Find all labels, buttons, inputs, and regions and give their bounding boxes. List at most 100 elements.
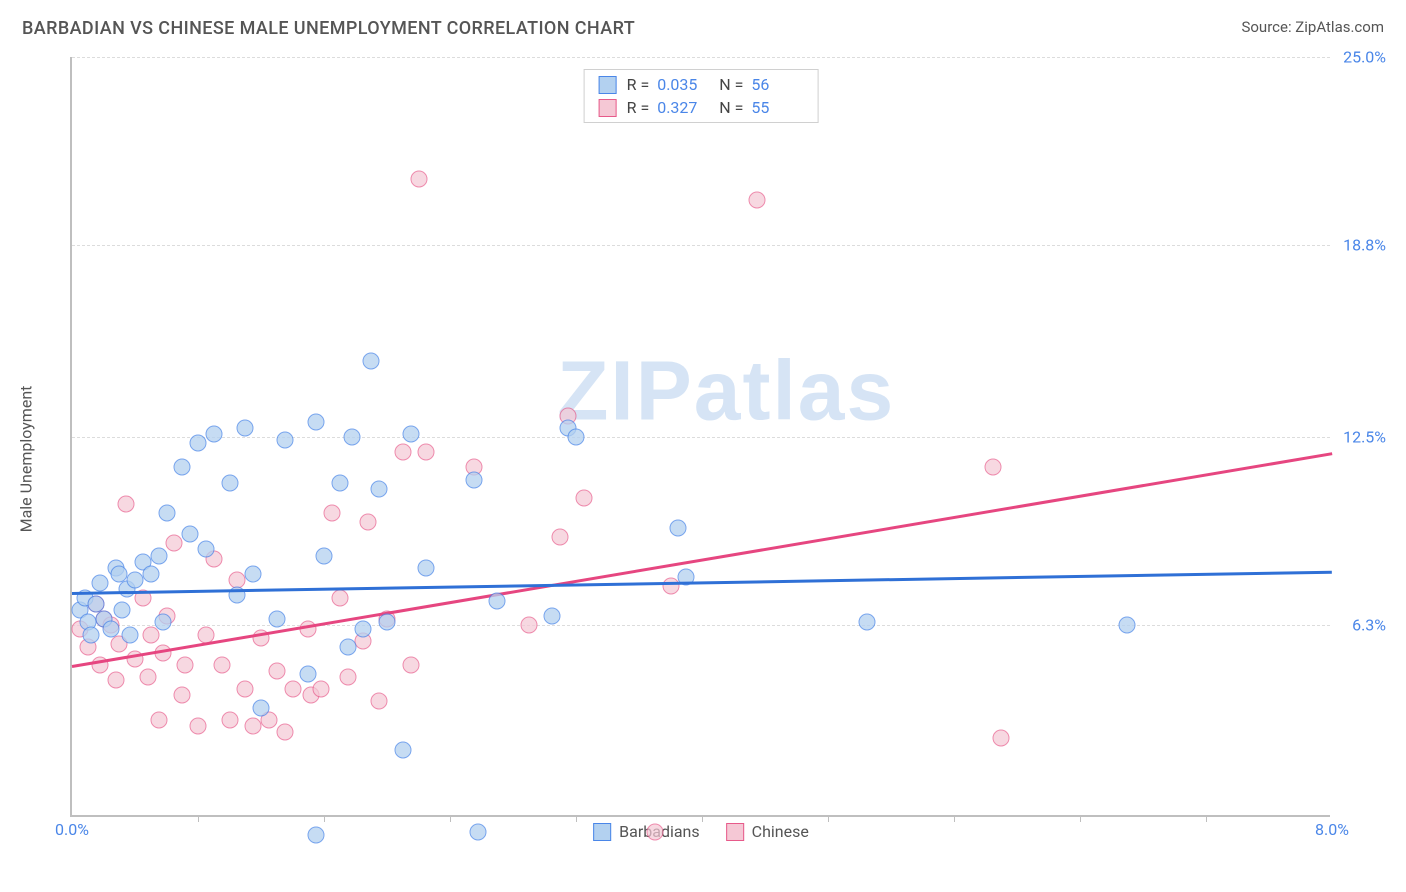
point-barbadians	[394, 742, 411, 759]
point-barbadians	[205, 425, 222, 442]
x-tick-mark	[828, 815, 829, 822]
legend-row: R =0.327N =55	[585, 96, 818, 119]
legend-swatch	[726, 823, 744, 841]
point-chinese	[177, 657, 194, 674]
point-chinese	[284, 681, 301, 698]
point-chinese	[213, 657, 230, 674]
x-min-label: 0.0%	[55, 820, 89, 839]
point-chinese	[993, 729, 1010, 746]
point-barbadians	[355, 620, 372, 637]
point-barbadians	[253, 699, 270, 716]
chart-source: Source: ZipAtlas.com	[1241, 18, 1384, 36]
y-tick-label: 6.3%	[1336, 616, 1386, 635]
x-tick-mark	[954, 815, 955, 822]
point-barbadians	[150, 547, 167, 564]
watermark: ZIPatlas	[557, 342, 895, 439]
point-chinese	[410, 170, 427, 187]
point-chinese	[166, 535, 183, 552]
point-barbadians	[276, 432, 293, 449]
chart-header: BARBADIAN VS CHINESE MALE UNEMPLOYMENT C…	[22, 18, 1384, 39]
x-max-label: 8.0%	[1315, 820, 1349, 839]
point-barbadians	[268, 611, 285, 628]
point-barbadians	[190, 435, 207, 452]
point-barbadians	[158, 505, 175, 522]
point-chinese	[418, 444, 435, 461]
legend-swatch	[599, 99, 617, 117]
point-barbadians	[371, 480, 388, 497]
point-chinese	[394, 444, 411, 461]
chart-title: BARBADIAN VS CHINESE MALE UNEMPLOYMENT C…	[22, 18, 635, 39]
point-chinese	[331, 590, 348, 607]
point-barbadians	[197, 541, 214, 558]
point-barbadians	[237, 419, 254, 436]
point-barbadians	[316, 547, 333, 564]
point-barbadians	[308, 827, 325, 844]
point-barbadians	[363, 353, 380, 370]
point-barbadians	[308, 413, 325, 430]
point-chinese	[108, 672, 125, 689]
point-barbadians	[670, 520, 687, 537]
y-axis-label: Male Unemployment	[17, 386, 36, 533]
legend-n-value: 56	[751, 75, 803, 94]
legend-r-value: 0.035	[657, 75, 709, 94]
point-chinese	[360, 514, 377, 531]
point-barbadians	[155, 614, 172, 631]
legend-r-value: 0.327	[657, 98, 709, 117]
point-chinese	[221, 711, 238, 728]
legend-r-label: R =	[627, 75, 650, 94]
point-barbadians	[544, 608, 561, 625]
series-legend-label: Chinese	[752, 822, 809, 841]
point-barbadians	[174, 459, 191, 476]
point-chinese	[237, 681, 254, 698]
series-legend: BarbadiansChinese	[593, 822, 809, 841]
point-chinese	[402, 657, 419, 674]
x-tick-mark	[1080, 815, 1081, 822]
point-chinese	[749, 191, 766, 208]
point-barbadians	[344, 429, 361, 446]
gridline	[72, 245, 1330, 246]
point-barbadians	[221, 474, 238, 491]
point-chinese	[139, 669, 156, 686]
point-barbadians	[300, 666, 317, 683]
point-chinese	[117, 495, 134, 512]
x-tick-mark	[324, 815, 325, 822]
gridline	[72, 57, 1330, 58]
plot-area: ZIPatlas R =0.035N =56R =0.327N =55 Barb…	[70, 57, 1330, 817]
point-barbadians	[465, 471, 482, 488]
legend-n-value: 55	[751, 98, 803, 117]
legend-swatch	[599, 76, 617, 94]
point-chinese	[646, 824, 663, 841]
x-tick-mark	[576, 815, 577, 822]
point-chinese	[312, 681, 329, 698]
point-chinese	[371, 693, 388, 710]
point-barbadians	[331, 474, 348, 491]
point-barbadians	[339, 638, 356, 655]
x-tick-mark	[1206, 815, 1207, 822]
point-barbadians	[245, 565, 262, 582]
point-barbadians	[142, 565, 159, 582]
point-barbadians	[859, 614, 876, 631]
point-barbadians	[402, 425, 419, 442]
legend-n-label: N =	[719, 98, 743, 117]
point-barbadians	[1119, 617, 1136, 634]
point-chinese	[985, 459, 1002, 476]
correlation-legend: R =0.035N =56R =0.327N =55	[584, 69, 819, 123]
point-barbadians	[92, 574, 109, 591]
point-barbadians	[379, 614, 396, 631]
y-tick-label: 18.8%	[1336, 236, 1386, 255]
point-chinese	[520, 617, 537, 634]
x-tick-mark	[198, 815, 199, 822]
chart-container: Male Unemployment ZIPatlas R =0.035N =56…	[22, 49, 1384, 869]
point-chinese	[268, 663, 285, 680]
point-chinese	[339, 669, 356, 686]
point-chinese	[150, 711, 167, 728]
series-legend-item: Chinese	[726, 822, 809, 841]
point-barbadians	[568, 429, 585, 446]
point-chinese	[552, 529, 569, 546]
point-chinese	[323, 505, 340, 522]
point-barbadians	[103, 620, 120, 637]
point-barbadians	[470, 824, 487, 841]
gridline	[72, 437, 1330, 438]
point-barbadians	[418, 559, 435, 576]
y-tick-label: 25.0%	[1336, 48, 1386, 67]
